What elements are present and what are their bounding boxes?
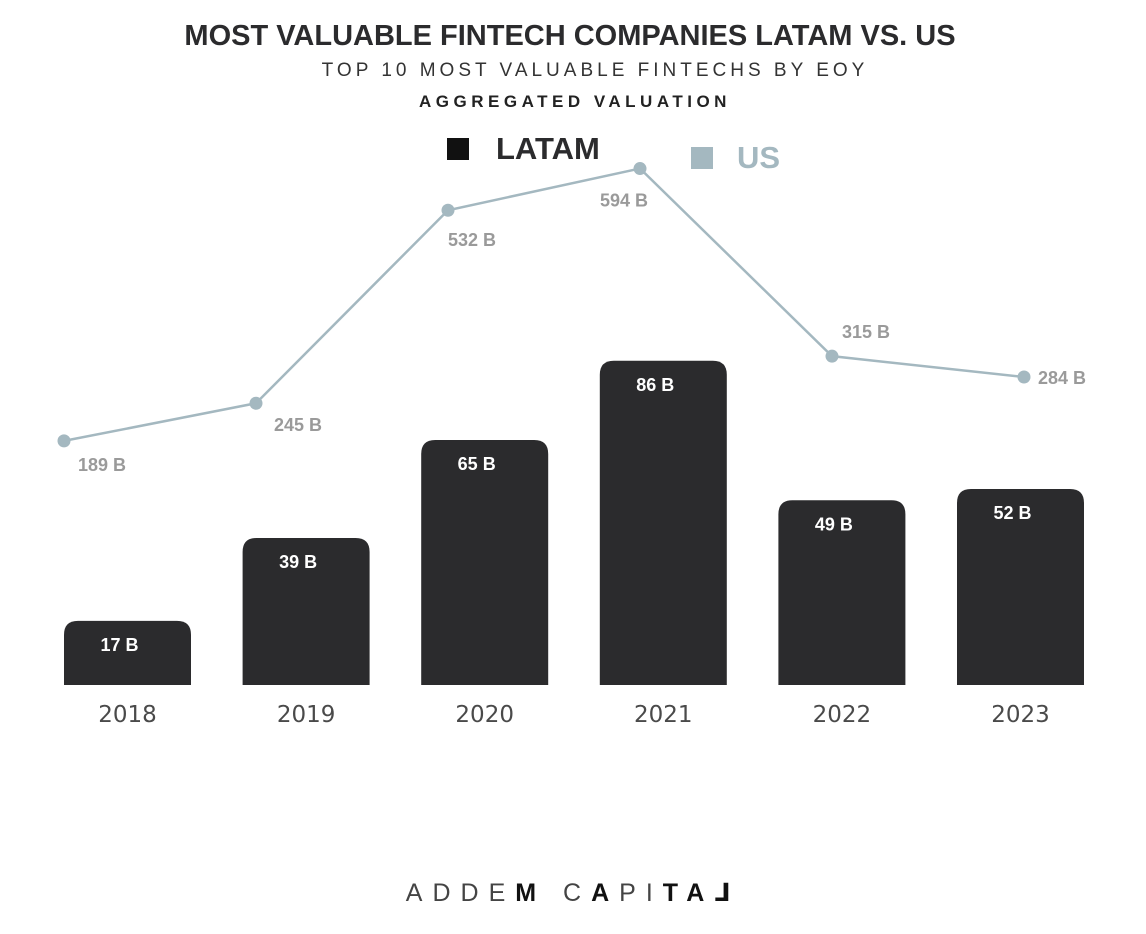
brand-logo-part: I bbox=[645, 879, 663, 907]
x-tick-label-2021: 2021 bbox=[634, 702, 693, 728]
chart-subtitle: TOP 10 MOST VALUABLE FINTECHS BY EOY bbox=[321, 60, 869, 81]
x-tick-label-2018: 2018 bbox=[98, 702, 157, 728]
brand-logo-part: P bbox=[619, 879, 646, 907]
bar-label-latam-2021: 86 B bbox=[636, 375, 674, 395]
legend-item-us: US bbox=[691, 140, 780, 176]
brand-logo-part: M bbox=[515, 879, 547, 907]
bar-label-latam-2020: 65 B bbox=[458, 454, 496, 474]
bar-label-latam-2022: 49 B bbox=[815, 514, 853, 534]
point-us-2020 bbox=[441, 203, 455, 217]
legend-label-latam: LATAM bbox=[496, 131, 600, 166]
point-us-2021 bbox=[633, 162, 647, 176]
bar-latam-2023 bbox=[957, 488, 1084, 685]
x-tick-label-2020: 2020 bbox=[455, 702, 514, 728]
bar-latam-2021 bbox=[599, 360, 727, 685]
point-us-2023 bbox=[1017, 370, 1031, 384]
chart-title: MOST VALUABLE FINTECH COMPANIES LATAM VS… bbox=[184, 20, 956, 52]
bar-latam-2019 bbox=[242, 537, 370, 685]
point-us-2022 bbox=[825, 349, 839, 363]
chart-subtitle-aggregated: AGGREGATED VALUATION bbox=[419, 92, 731, 111]
brand-logo-part: A bbox=[591, 879, 620, 907]
point-label-us-2019: 245 B bbox=[274, 415, 322, 435]
line-us bbox=[63, 167, 1025, 443]
point-label-us-2022: 315 B bbox=[842, 322, 890, 342]
x-tick-label-2023: 2023 bbox=[991, 702, 1050, 728]
brand-logo-part: TA bbox=[662, 879, 715, 907]
legend-item-latam: LATAM bbox=[447, 131, 600, 167]
point-label-us-2020: 532 B bbox=[448, 230, 496, 250]
x-tick-label-2019: 2019 bbox=[277, 702, 336, 728]
brand-logo-part: ADDE bbox=[405, 879, 516, 907]
point-label-us-2021: 594 B bbox=[600, 191, 648, 211]
legend-swatch-latam bbox=[447, 138, 469, 160]
bar-label-latam-2018: 17 B bbox=[100, 635, 138, 655]
bar-latam-2018 bbox=[64, 620, 191, 685]
brand-logo-part: ⅃ bbox=[714, 879, 741, 907]
point-label-us-2023: 284 B bbox=[1038, 368, 1086, 388]
bar-label-latam-2023: 52 B bbox=[993, 503, 1031, 523]
point-us-2019 bbox=[249, 396, 263, 410]
bar-latam-2022 bbox=[778, 500, 906, 685]
bar-latam-2020 bbox=[421, 439, 549, 685]
legend-label-us: US bbox=[737, 140, 781, 175]
brand-logo-part: C bbox=[546, 879, 592, 907]
point-label-us-2018: 189 B bbox=[78, 455, 126, 475]
x-tick-label-2022: 2022 bbox=[813, 702, 872, 728]
bar-label-latam-2019: 39 B bbox=[279, 552, 317, 572]
legend-swatch-us bbox=[691, 147, 713, 169]
brand-logo: ADDEM CAPITA⅃ bbox=[0, 878, 1146, 908]
point-us-2018 bbox=[57, 434, 71, 448]
